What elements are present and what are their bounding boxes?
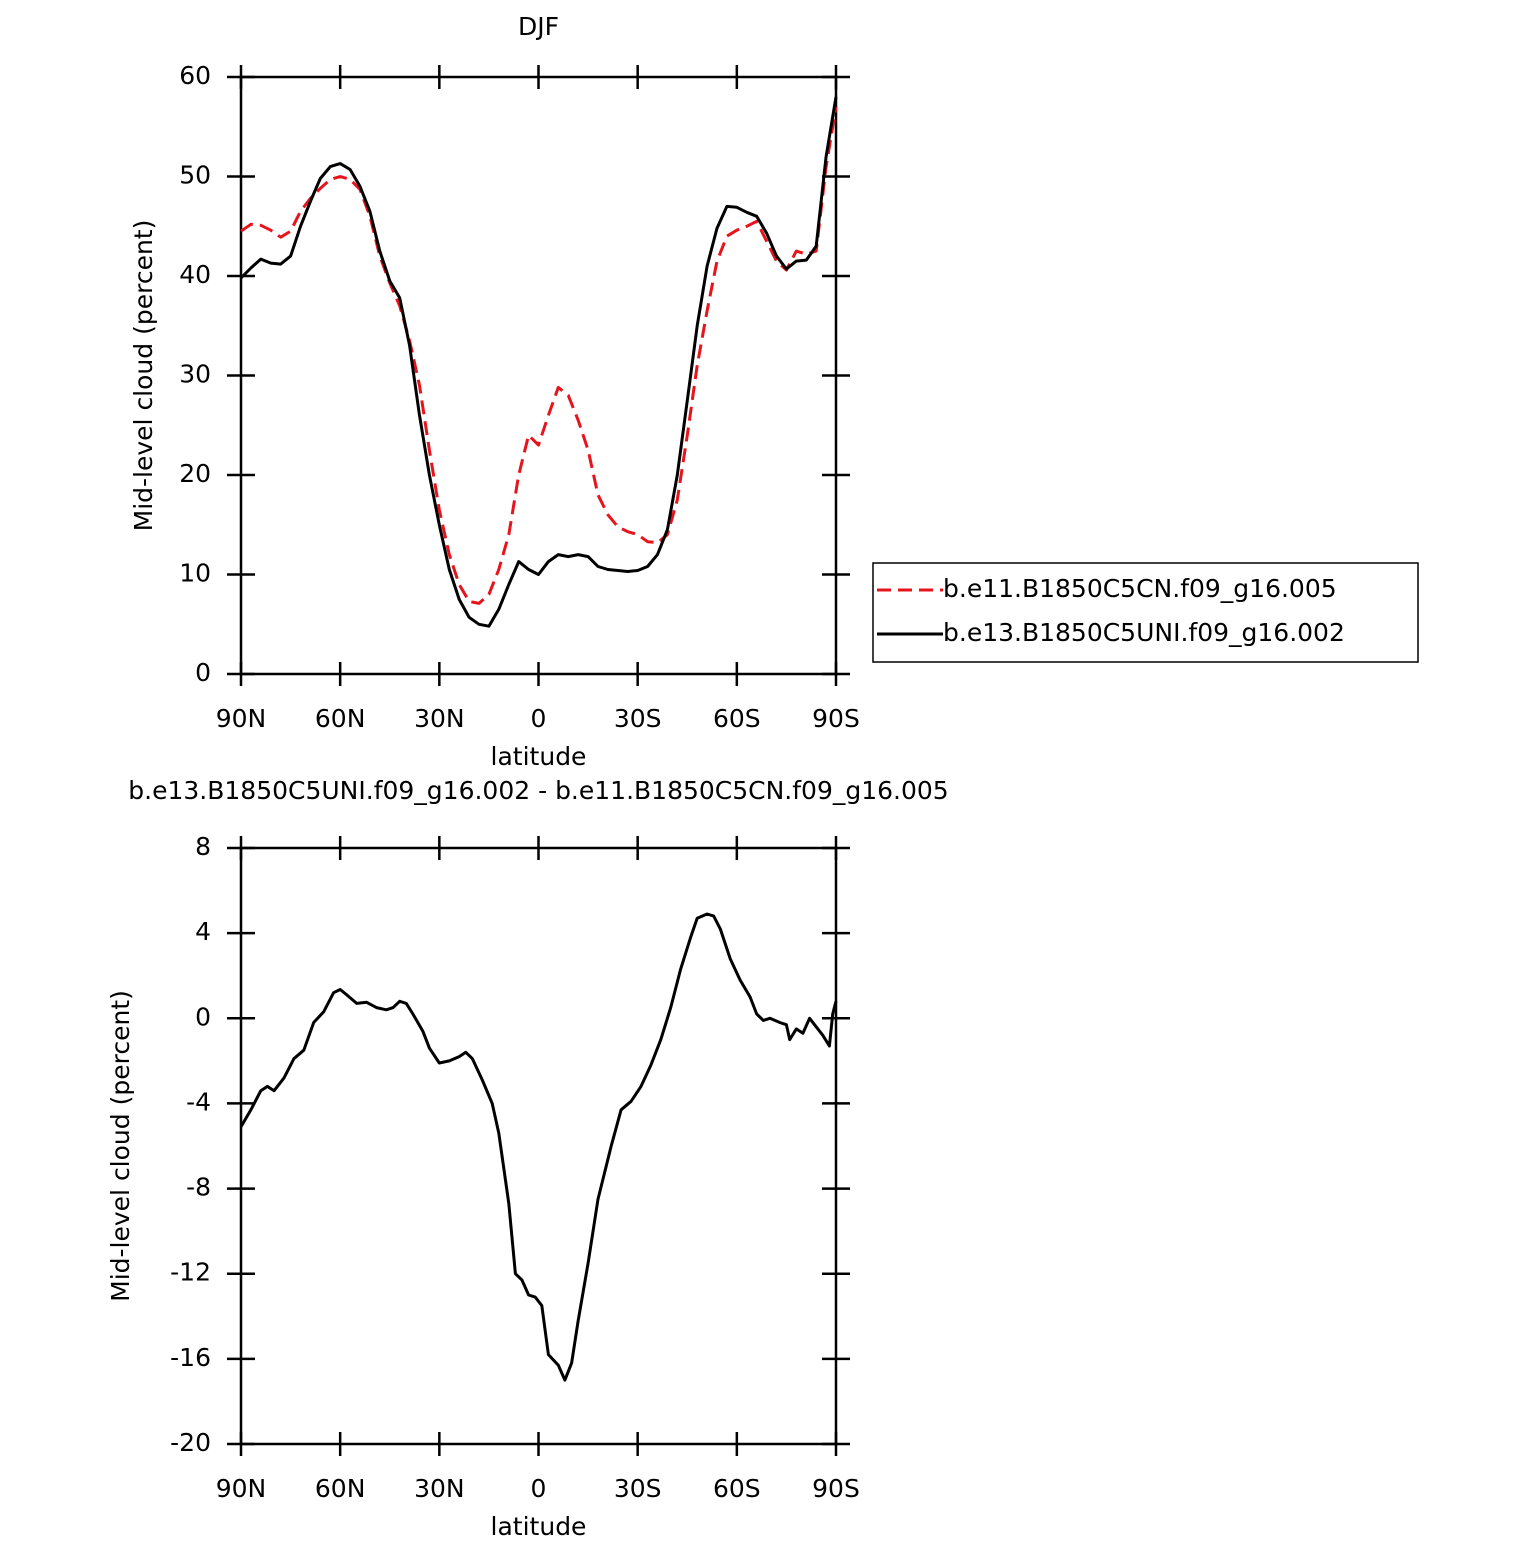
y-tick-label: 0	[195, 1002, 211, 1031]
x-tick-label: 60S	[713, 704, 761, 733]
x-tick-label: 60S	[713, 1474, 761, 1503]
x-tick-label: 90S	[812, 704, 860, 733]
legend-box	[872, 562, 1419, 663]
y-tick-label: 20	[179, 459, 211, 488]
x-tick-label: 90S	[812, 1474, 860, 1503]
x-tick-label: 0	[531, 704, 547, 733]
series-line	[240, 106, 838, 605]
x-axis-label: latitude	[491, 1512, 587, 1541]
y-tick-label: -16	[170, 1343, 211, 1372]
legend-label: b.e13.B1850C5UNI.f09_g16.002	[943, 618, 1345, 647]
y-tick-label: 30	[179, 360, 211, 389]
y-tick-label: 10	[179, 559, 211, 588]
chart-title: b.e13.B1850C5UNI.f09_g16.002 - b.e11.B18…	[128, 776, 948, 805]
y-tick-label: 0	[195, 658, 211, 687]
y-tick-label: 50	[179, 161, 211, 190]
y-tick-label: -4	[186, 1087, 211, 1116]
x-axis-label: latitude	[491, 742, 587, 771]
y-tick-label: -20	[170, 1428, 211, 1457]
x-tick-label: 30N	[414, 1474, 465, 1503]
x-tick-label: 60N	[315, 704, 366, 733]
x-tick-label: 30N	[414, 704, 465, 733]
series-line	[239, 912, 838, 1382]
y-tick-label: -8	[186, 1173, 211, 1202]
x-tick-label: 30S	[614, 704, 662, 733]
y-axis-label: Mid-level cloud (percent)	[106, 990, 135, 1302]
x-tick-label: 30S	[614, 1474, 662, 1503]
x-tick-label: 0	[531, 1474, 547, 1503]
y-tick-label: 8	[195, 832, 211, 861]
y-tick-label: 4	[195, 917, 211, 946]
chart-title: DJF	[518, 12, 559, 41]
series-line	[239, 96, 838, 628]
legend-label: b.e11.B1850C5CN.f09_g16.005	[943, 574, 1337, 603]
x-tick-label: 90N	[216, 1474, 267, 1503]
y-tick-label: 60	[179, 61, 211, 90]
y-tick-label: -12	[170, 1258, 211, 1287]
x-tick-label: 60N	[315, 1474, 366, 1503]
plot-frame	[239, 846, 838, 1446]
x-tick-label: 90N	[216, 704, 267, 733]
y-axis-label: Mid-level cloud (percent)	[129, 220, 158, 532]
y-tick-label: 40	[179, 260, 211, 289]
